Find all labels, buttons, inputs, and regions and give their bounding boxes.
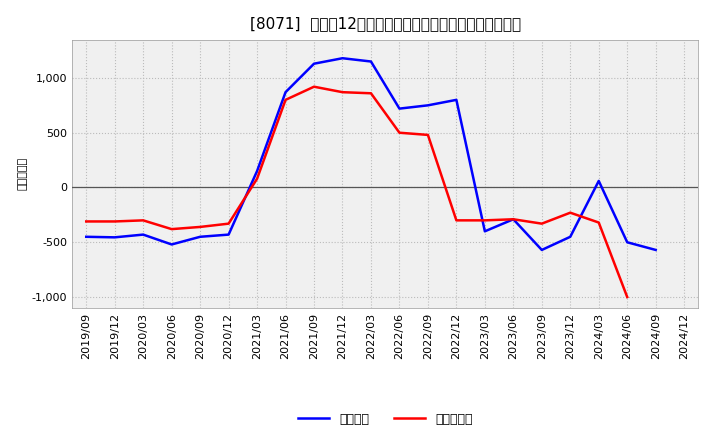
当期純利益	[537, 221, 546, 226]
経常利益	[480, 229, 489, 234]
当期純利益	[595, 220, 603, 225]
当期純利益	[423, 132, 432, 138]
経常利益	[395, 106, 404, 111]
Line: 当期純利益: 当期純利益	[86, 87, 627, 297]
当期純利益	[253, 176, 261, 181]
当期純利益	[310, 84, 318, 89]
経常利益	[623, 240, 631, 245]
経常利益	[366, 59, 375, 64]
当期純利益	[167, 227, 176, 232]
当期純利益	[225, 221, 233, 226]
当期純利益	[110, 219, 119, 224]
当期純利益	[480, 218, 489, 223]
経常利益	[509, 216, 518, 222]
Legend: 経常利益, 当期純利益: 経常利益, 当期純利益	[293, 407, 477, 431]
経常利益	[82, 234, 91, 239]
Y-axis label: （百万円）: （百万円）	[17, 157, 27, 191]
経常利益	[452, 97, 461, 103]
当期純利益	[623, 294, 631, 300]
経常利益	[139, 232, 148, 237]
経常利益	[282, 90, 290, 95]
経常利益	[595, 178, 603, 183]
経常利益	[253, 169, 261, 174]
経常利益	[225, 232, 233, 237]
経常利益	[566, 234, 575, 239]
経常利益	[196, 234, 204, 239]
経常利益	[652, 247, 660, 253]
当期純利益	[139, 218, 148, 223]
経常利益	[338, 55, 347, 61]
経常利益	[537, 247, 546, 253]
当期純利益	[452, 218, 461, 223]
Line: 経常利益: 経常利益	[86, 58, 656, 250]
経常利益	[110, 235, 119, 240]
当期純利益	[82, 219, 91, 224]
当期純利益	[395, 130, 404, 136]
Title: [8071]  利益だ12か月移動合計の対前年同期増減額の推移: [8071] 利益だ12か月移動合計の対前年同期増減額の推移	[250, 16, 521, 32]
当期純利益	[282, 97, 290, 103]
当期純利益	[566, 210, 575, 215]
経常利益	[167, 242, 176, 247]
当期純利益	[366, 91, 375, 96]
当期純利益	[509, 216, 518, 222]
当期純利益	[196, 224, 204, 230]
経常利益	[310, 61, 318, 66]
当期純利益	[338, 90, 347, 95]
経常利益	[423, 103, 432, 108]
